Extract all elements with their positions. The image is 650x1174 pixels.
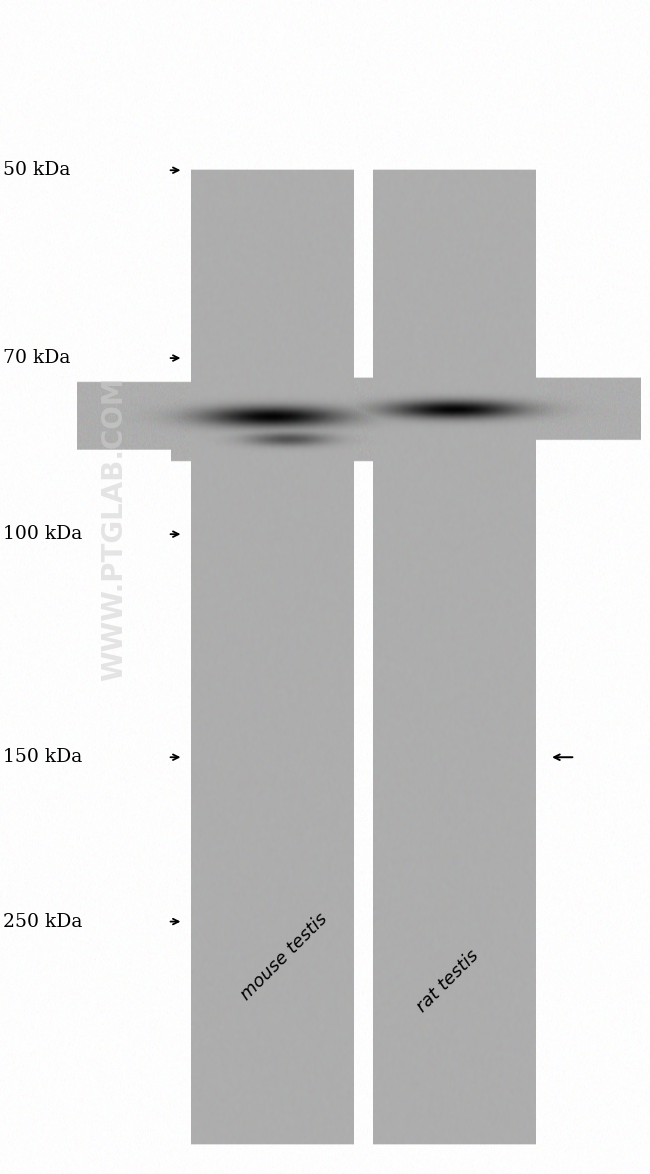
Text: WWW.PTGLAB.COM: WWW.PTGLAB.COM [99,376,128,681]
Text: 100 kDa: 100 kDa [3,525,83,544]
Text: 50 kDa: 50 kDa [3,161,71,180]
Text: 70 kDa: 70 kDa [3,349,71,367]
Text: mouse testis: mouse testis [237,910,332,1004]
Text: rat testis: rat testis [413,946,482,1016]
Text: 250 kDa: 250 kDa [3,912,83,931]
Text: 150 kDa: 150 kDa [3,748,83,767]
